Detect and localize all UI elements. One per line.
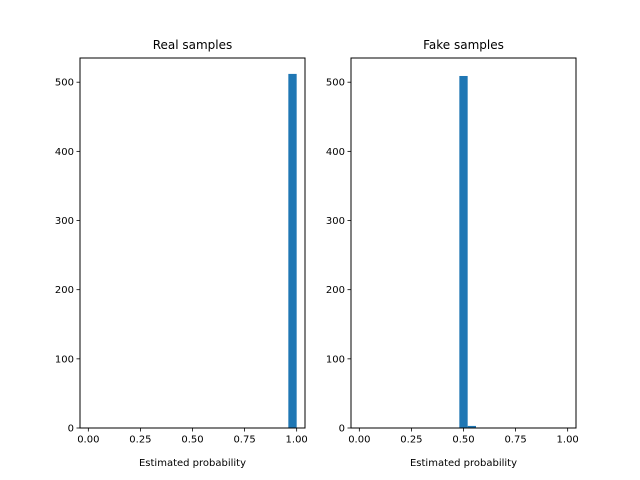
axes-frame <box>79 57 306 429</box>
x-tick-label: 1.00 <box>557 435 579 446</box>
x-tick-label: 0.50 <box>181 435 203 446</box>
y-tick-label: 500 <box>55 78 74 89</box>
subplot-fake-samples: Fake samples 0.00 0.25 0.50 0.75 1.00 0 100 20… <box>326 38 579 469</box>
bars-group <box>288 73 297 428</box>
x-tick-label: 0.25 <box>400 435 422 446</box>
x-ticks-group: 0.00 0.25 0.50 0.75 1.00 <box>77 428 308 446</box>
x-axis-label: Estimated probability <box>139 458 246 469</box>
y-tick-label: 400 <box>55 147 74 158</box>
y-tick-label: 300 <box>326 216 345 227</box>
x-tick-label: 0.00 <box>77 435 99 446</box>
y-tick-label: 200 <box>55 285 74 296</box>
y-tick-label: 0 <box>339 424 345 435</box>
y-tick-label: 0 <box>68 424 74 435</box>
x-axis-label: Estimated probability <box>410 458 517 469</box>
y-ticks-group: 0 100 200 300 400 500 <box>326 78 351 435</box>
y-tick-label: 100 <box>55 354 74 365</box>
x-tick-label: 0.00 <box>348 435 370 446</box>
x-ticks-group: 0.00 0.25 0.50 0.75 1.00 <box>348 428 579 446</box>
histogram-bar <box>459 75 468 428</box>
histogram-bar <box>288 73 297 428</box>
bars-group <box>459 75 476 428</box>
axes-frame <box>350 57 577 429</box>
x-tick-label: 0.75 <box>504 435 526 446</box>
x-tick-label: 0.75 <box>233 435 255 446</box>
histogram-bar <box>467 425 476 428</box>
chart-title: Real samples <box>153 38 233 52</box>
x-tick-label: 1.00 <box>286 435 308 446</box>
chart-title: Fake samples <box>423 38 504 52</box>
y-tick-label: 500 <box>326 78 345 89</box>
y-ticks-group: 0 100 200 300 400 500 <box>55 78 80 435</box>
subplot-real-samples: Real samples 0.00 0.25 0.50 0.75 1.00 0 100 20… <box>55 38 308 469</box>
y-tick-label: 300 <box>55 216 74 227</box>
x-tick-label: 0.50 <box>452 435 474 446</box>
x-tick-label: 0.25 <box>129 435 151 446</box>
y-tick-label: 100 <box>326 354 345 365</box>
y-tick-label: 200 <box>326 285 345 296</box>
y-tick-label: 400 <box>326 147 345 158</box>
